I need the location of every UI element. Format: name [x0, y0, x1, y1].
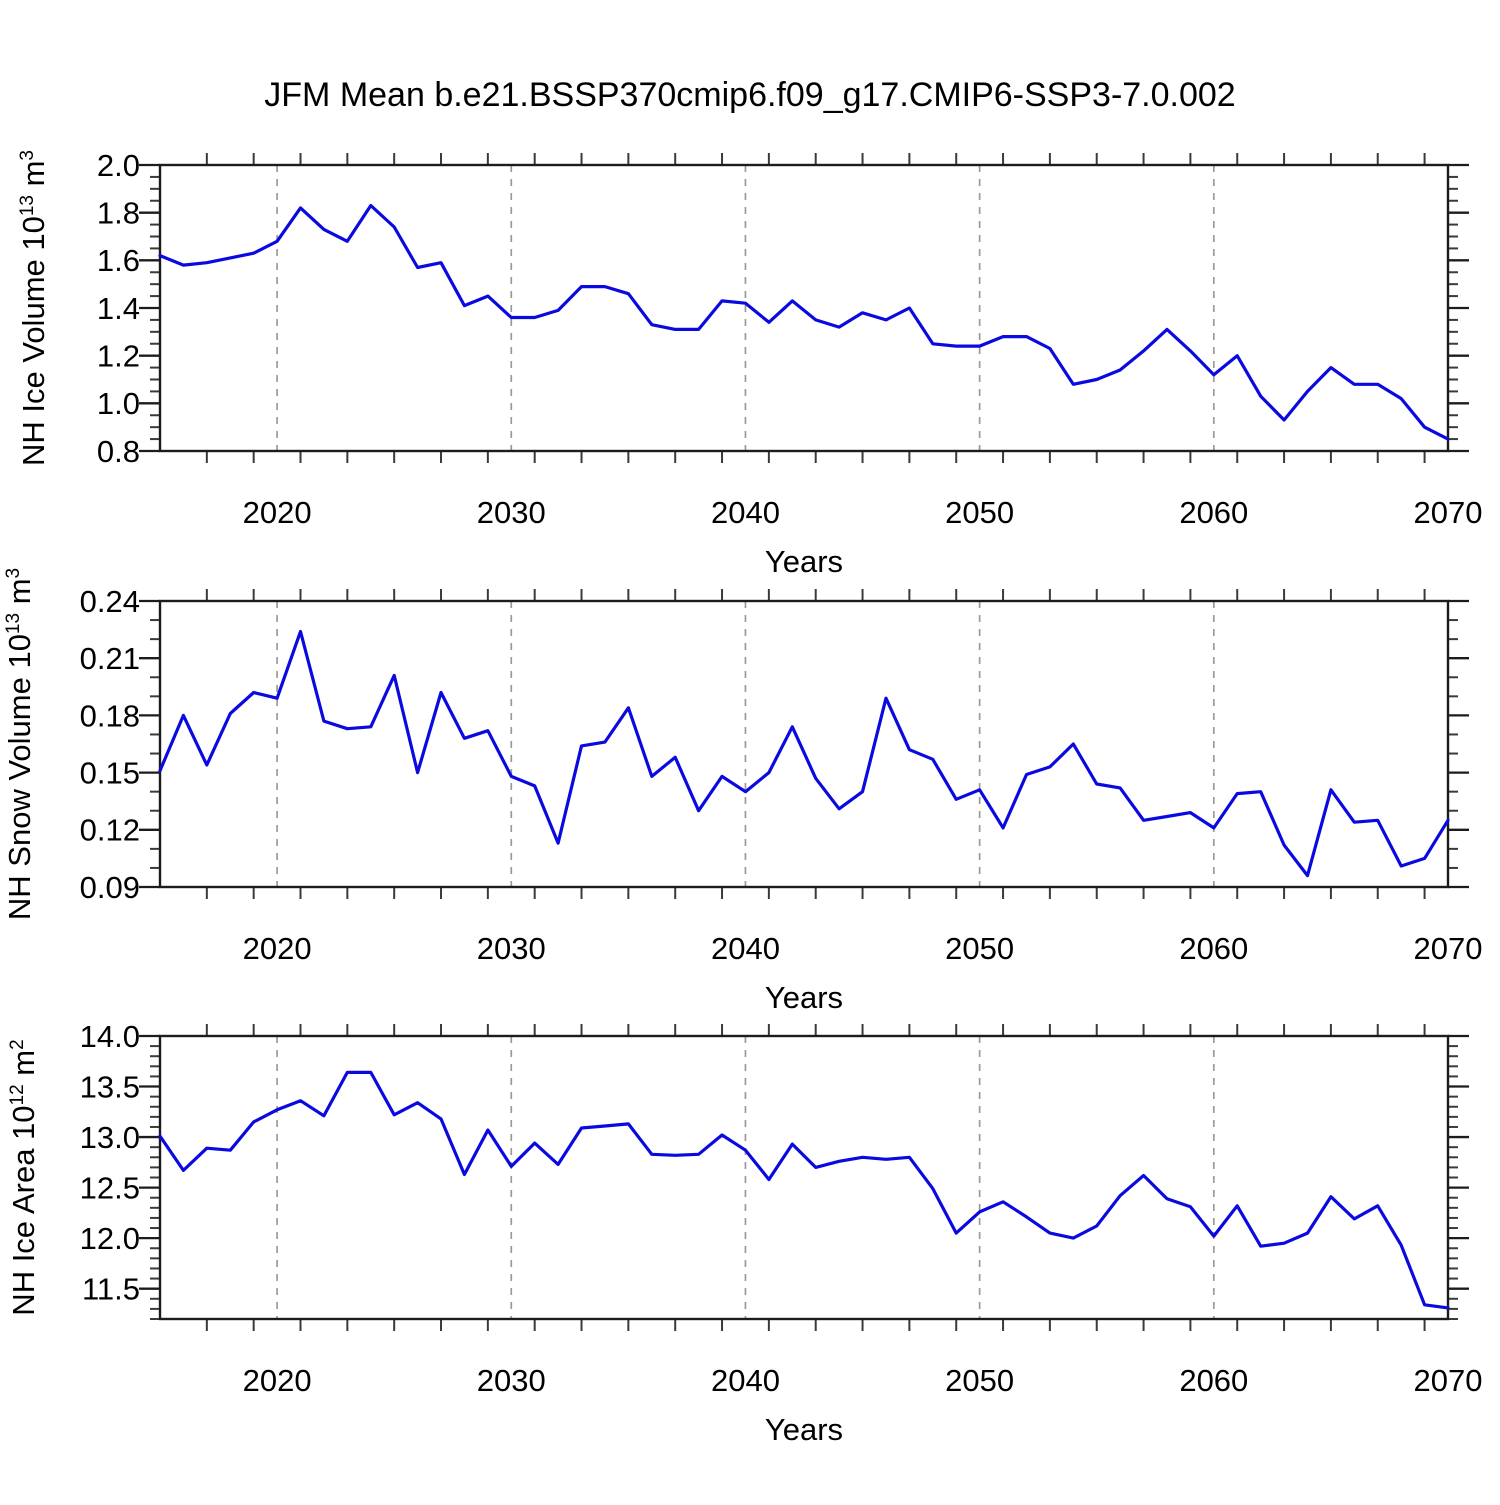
y-tick-label: 12.0: [80, 1221, 140, 1256]
y-tick-label: 0.15: [80, 755, 140, 790]
plot-box: [158, 163, 1450, 453]
x-tick-label: 2070: [1414, 1363, 1483, 1398]
y-tick-label: 0.18: [80, 698, 140, 733]
nh-snow-volume-line: [158, 629, 1450, 878]
x-tick-label: 2060: [1179, 1363, 1248, 1398]
decade-gridlines: [276, 1036, 1215, 1319]
x-ticks: [205, 589, 1426, 899]
y-axis-title: NH Snow Volume 1013 m3: [2, 568, 37, 920]
y-tick-label: 1.8: [97, 196, 140, 231]
y-tick-label: 14.0: [80, 1019, 140, 1054]
panel-nh-ice-volume: 0.8 1.0 1.2 1.4 1.6 1.8 2.0 2020 2030 2040 2050 206…: [16, 148, 1482, 579]
y-tick-label: 13.0: [80, 1120, 140, 1155]
y-tick-label: 1.4: [97, 291, 140, 326]
panel-nh-ice-area: 11.5 12.0 12.5 13.0 13.5 14.0 2020 2030 2040 2050…: [6, 1019, 1482, 1447]
y-ticks: [139, 163, 1469, 453]
x-tick-label: 2050: [945, 495, 1014, 530]
nh-ice-volume-line: [158, 203, 1450, 441]
y-axis-title: NH Ice Area 1012 m2: [6, 1039, 41, 1315]
x-tick-label: 2020: [243, 931, 312, 966]
x-tick-label: 2030: [477, 931, 546, 966]
y-tick-label: 0.09: [80, 870, 140, 905]
y-tick-label: 2.0: [97, 148, 140, 183]
y-ticks: [139, 1034, 1469, 1320]
y-tick-label: 0.8: [97, 434, 140, 469]
x-tick-label: 2070: [1414, 495, 1483, 530]
x-ticks: [205, 153, 1426, 463]
y-tick-label: 1.0: [97, 386, 140, 421]
x-axis-title: Years: [765, 980, 843, 1015]
y-tick-label: 0.12: [80, 813, 140, 848]
x-ticks: [205, 1024, 1426, 1331]
y-tick-label: 0.24: [80, 584, 140, 619]
y-tick-label: 13.5: [80, 1069, 140, 1104]
x-axis-title: Years: [765, 544, 843, 579]
x-tick-label: 2050: [945, 1363, 1014, 1398]
y-tick-label: 0.21: [80, 641, 140, 676]
y-ticks: [139, 599, 1469, 889]
plot-box: [158, 599, 1450, 889]
x-axis-title: Years: [765, 1412, 843, 1447]
x-tick-label: 2020: [243, 1363, 312, 1398]
decade-gridlines: [276, 601, 1215, 887]
nh-ice-area-line: [158, 1070, 1450, 1310]
y-tick-label: 12.5: [80, 1170, 140, 1205]
x-tick-label: 2030: [477, 1363, 546, 1398]
plot-box: [158, 1034, 1450, 1321]
y-tick-label: 1.2: [97, 339, 140, 374]
x-tick-label: 2030: [477, 495, 546, 530]
y-tick-label: 11.5: [82, 1272, 140, 1307]
y-tick-label: 1.6: [97, 243, 140, 278]
x-tick-label: 2040: [711, 495, 780, 530]
decade-gridlines: [276, 165, 1215, 451]
x-tick-label: 2050: [945, 931, 1014, 966]
x-tick-label: 2020: [243, 495, 312, 530]
y-axis-title: NH Ice Volume 1013 m3: [16, 150, 51, 466]
x-tick-label: 2060: [1179, 931, 1248, 966]
x-tick-label: 2040: [711, 1363, 780, 1398]
x-tick-label: 2040: [711, 931, 780, 966]
x-tick-label: 2060: [1179, 495, 1248, 530]
x-tick-label: 2070: [1414, 931, 1483, 966]
panel-nh-snow-volume: 0.09 0.12 0.15 0.18 0.21 0.24 2020 2030 2040 2050…: [2, 568, 1482, 1015]
figure-title: JFM Mean b.e21.BSSP370cmip6.f09_g17.CMIP…: [264, 76, 1235, 114]
